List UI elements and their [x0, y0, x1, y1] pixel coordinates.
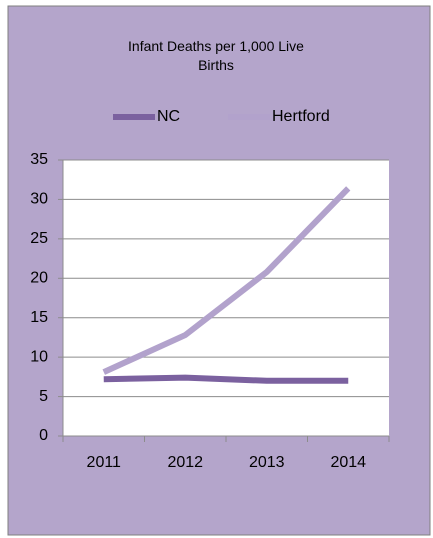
y-tick-label: 25: [30, 230, 48, 247]
y-tick-label: 10: [30, 348, 48, 365]
y-tick-label: 35: [30, 151, 48, 168]
y-tick-label: 15: [30, 309, 48, 326]
series-line: [102, 186, 351, 375]
chart-title: Infant Deaths per 1,000 Live Births: [128, 38, 304, 73]
series-line: [103, 374, 349, 384]
y-tick-label: 30: [30, 191, 48, 208]
y-tick-label: 0: [39, 427, 48, 444]
x-tick-label: 2012: [167, 454, 203, 471]
y-tick-label: 5: [39, 388, 48, 405]
x-tick-label: 2014: [330, 454, 366, 471]
x-tick-label: 2013: [249, 454, 285, 471]
y-tick-label: 20: [30, 270, 48, 287]
plot-area: [63, 160, 389, 436]
legend-label: NC: [157, 108, 180, 125]
x-tick-label: 2011: [87, 454, 122, 471]
legend-label: Hertford: [272, 108, 330, 125]
